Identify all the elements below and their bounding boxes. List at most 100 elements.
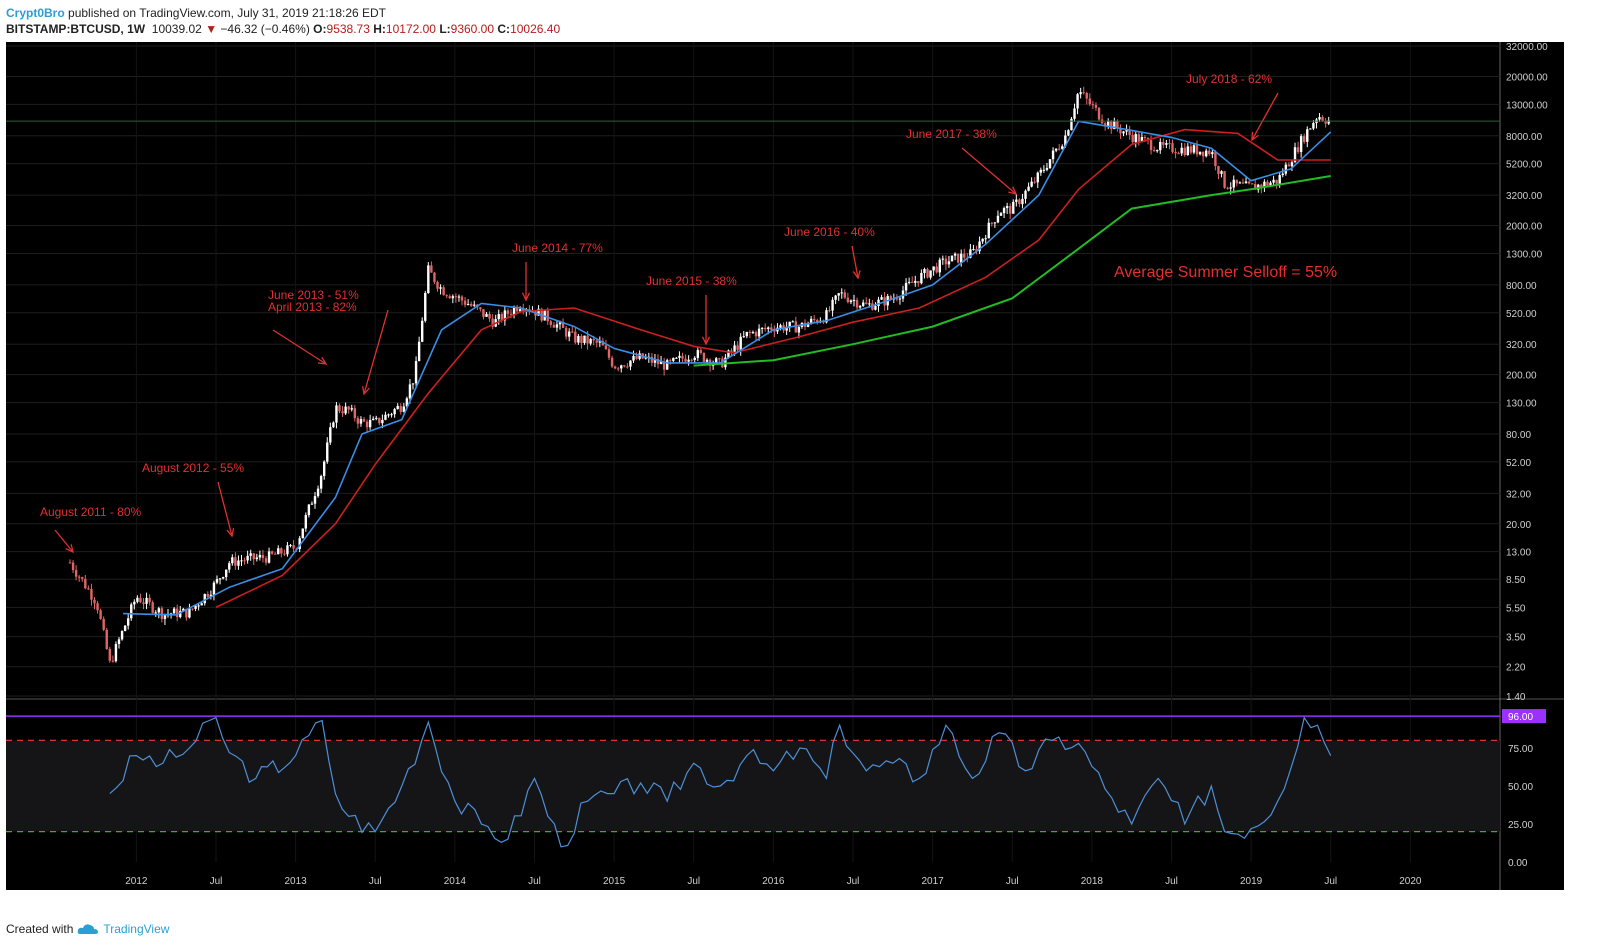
candle-body	[583, 335, 586, 343]
candle-body	[779, 325, 782, 328]
candle-body	[923, 269, 926, 273]
candle-body	[488, 313, 491, 319]
candle-body	[182, 608, 185, 611]
candle-body	[1272, 179, 1275, 183]
low-label: L:	[439, 22, 451, 36]
candle-body	[433, 272, 436, 283]
candle-body	[963, 253, 966, 258]
candle-body	[252, 553, 255, 560]
candle-body	[175, 608, 179, 618]
candle-body	[632, 355, 635, 361]
candle-body	[757, 328, 761, 337]
candle-body	[243, 560, 246, 562]
footer-credit: Created with TradingView	[6, 922, 169, 936]
open-value: 9538.73	[326, 22, 370, 36]
candle-body	[705, 359, 709, 362]
price-tick-label: 8.50	[1506, 575, 1526, 586]
candle-body	[849, 300, 853, 303]
candle-body	[99, 610, 102, 619]
rsi-tick-label: 96.00	[1508, 712, 1533, 723]
candle-body	[751, 332, 755, 334]
annotation-arrow	[961, 147, 1017, 195]
candle-body	[1015, 199, 1018, 202]
price-tick-label: 1.40	[1506, 692, 1526, 703]
candle-body	[267, 551, 271, 563]
candle-body	[114, 643, 118, 662]
time-tick-label: 2013	[284, 876, 307, 887]
author-link[interactable]: Crypt0Bro	[6, 6, 65, 20]
candle-body	[1232, 179, 1235, 188]
annotation-arrowhead	[65, 544, 74, 554]
annotation-arrowhead	[701, 336, 711, 346]
candle-body	[329, 427, 332, 443]
candle-body	[87, 588, 90, 590]
candle-body	[179, 610, 182, 618]
candle-body	[1318, 117, 1321, 120]
annotation-label: April 2013 - 82%	[268, 300, 357, 314]
candle-body	[739, 336, 742, 350]
tradingview-link[interactable]: TradingView	[103, 922, 170, 936]
candle-body	[797, 326, 801, 333]
price-tick-label: 800.00	[1506, 281, 1537, 292]
candle-body	[338, 405, 341, 412]
candle-body	[834, 295, 837, 300]
time-tick-label: 2020	[1399, 876, 1422, 887]
candle-body	[650, 356, 654, 363]
candle-body	[1067, 130, 1070, 136]
candle-body	[1321, 117, 1324, 121]
candle-body	[390, 414, 393, 416]
candle-body	[1149, 140, 1153, 151]
candle-body	[1012, 201, 1015, 214]
candle-body	[616, 368, 620, 370]
candle-body	[77, 576, 81, 578]
candle-body	[1152, 150, 1156, 152]
candle-body	[515, 307, 519, 312]
price-tick-label: 2000.00	[1506, 222, 1543, 233]
candle-body	[767, 327, 770, 330]
price-tick-label: 1300.00	[1506, 249, 1543, 260]
candle-body	[880, 297, 883, 300]
candle-body	[1036, 172, 1039, 183]
rsi-line	[109, 716, 1332, 848]
price-tick-label: 320.00	[1506, 340, 1537, 351]
candle-body	[607, 349, 611, 358]
annotation-arrowhead	[226, 528, 235, 538]
price-tick-label: 130.00	[1506, 399, 1537, 410]
candle-body	[451, 296, 455, 299]
candle-body	[518, 309, 522, 312]
candle-body	[341, 411, 344, 414]
candle-body	[944, 258, 948, 265]
candle-body	[497, 314, 500, 320]
candle-body	[816, 320, 819, 323]
candle-body	[861, 302, 865, 306]
time-tick-label: 2017	[921, 876, 944, 887]
candle-body	[439, 287, 442, 289]
candle-body	[117, 639, 121, 644]
candle-body	[1110, 121, 1113, 130]
candle-body	[151, 602, 154, 613]
candle-body	[1048, 159, 1052, 169]
candle-body	[1094, 104, 1098, 108]
rsi-tick-label: 25.00	[1508, 820, 1533, 831]
candle-body	[424, 292, 427, 321]
candle-body	[956, 253, 960, 263]
candle-body	[506, 310, 510, 314]
candle-body	[865, 302, 868, 305]
candle-body	[522, 309, 525, 311]
candle-body	[197, 605, 200, 607]
candle-body	[298, 538, 301, 550]
candle-body	[130, 604, 133, 619]
candle-body	[843, 292, 847, 298]
candle-body	[846, 297, 850, 303]
candle-body	[145, 597, 148, 604]
candle-body	[310, 503, 314, 505]
candle-body	[561, 322, 565, 328]
candle-body	[68, 562, 72, 564]
candle-body	[1070, 118, 1073, 131]
candle-body	[255, 557, 259, 560]
candle-body	[469, 303, 473, 306]
time-tick-label: 2012	[125, 876, 148, 887]
candle-body	[558, 322, 562, 325]
candle-body	[1217, 166, 1220, 174]
